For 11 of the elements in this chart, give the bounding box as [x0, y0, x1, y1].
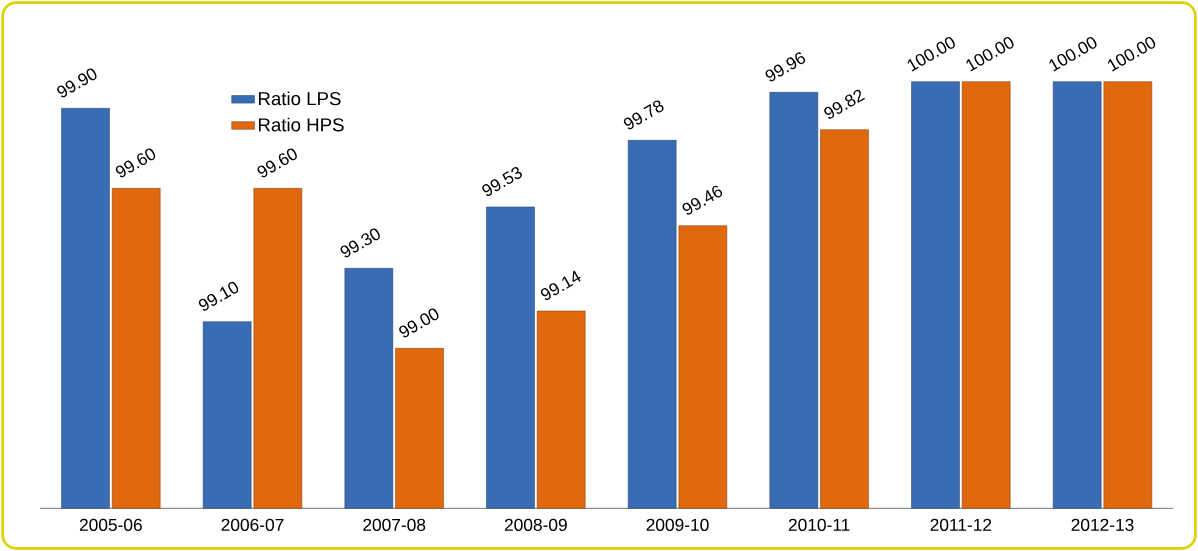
x-tick-label: 2006-07 [221, 518, 284, 531]
x-tick-label: 2005-06 [79, 518, 142, 531]
legend-label: Ratio HPS [258, 117, 344, 132]
x-tick-label: 2011-12 [930, 518, 992, 531]
x-tick-label: 2008-09 [504, 518, 567, 531]
x-tick-label: 2012-13 [1071, 518, 1134, 531]
x-tick-label: 2009-10 [646, 518, 709, 531]
x-tick-label: 2007-08 [363, 518, 426, 531]
legend-label: Ratio LPS [258, 91, 341, 106]
data-label: 99.53 [482, 167, 522, 197]
x-tick-label: 2010-11 [788, 518, 850, 531]
